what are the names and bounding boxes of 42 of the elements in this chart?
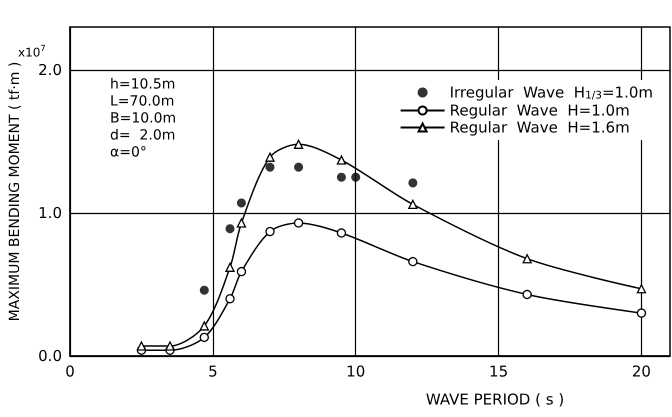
point — [336, 228, 346, 238]
legend-label: Irregular Wave H1/3=1.0m — [450, 84, 654, 102]
point — [294, 140, 304, 149]
x-axis-title: WAVE PERIOD ( s ) — [426, 390, 564, 408]
point — [225, 294, 235, 304]
point — [351, 172, 360, 182]
y-tick-label: 2.0 — [38, 60, 62, 79]
point — [266, 162, 274, 172]
x-tick-label: 10 — [346, 362, 366, 380]
x-tick-label: 0 — [65, 362, 75, 380]
point — [200, 286, 209, 295]
point — [226, 224, 234, 234]
point — [336, 155, 346, 165]
point — [636, 308, 646, 318]
x-tick-label: 20 — [632, 362, 651, 380]
annotation: h=10.5m L=70.0m B=10.0m d= 2.0m α=0° — [110, 76, 176, 160]
point — [236, 266, 246, 276]
point — [200, 332, 209, 342]
point — [265, 152, 275, 162]
point — [636, 284, 646, 294]
point — [136, 341, 146, 351]
point — [408, 256, 418, 266]
y-tick-label: 1.0 — [38, 204, 62, 222]
point — [336, 172, 346, 182]
point — [522, 290, 532, 300]
point — [225, 262, 235, 272]
x-tick-label: 5 — [208, 362, 218, 380]
point — [200, 321, 209, 331]
point — [408, 200, 418, 210]
point — [265, 226, 275, 236]
point — [408, 178, 418, 188]
point — [522, 254, 532, 264]
point — [294, 218, 304, 228]
point — [294, 162, 304, 172]
point — [165, 341, 175, 351]
legend-label: Regular Wave H=1.6m — [450, 118, 630, 136]
point — [236, 198, 246, 208]
y-tick-label: 0.0 — [38, 347, 62, 365]
legend-label: Regular Wave H=1.0m — [450, 102, 630, 120]
x-tick-label: 15 — [489, 362, 508, 380]
point — [236, 218, 246, 228]
y-axis-title: MAXIMUM BENDING MOMENT ( tf·m ) — [7, 62, 23, 322]
